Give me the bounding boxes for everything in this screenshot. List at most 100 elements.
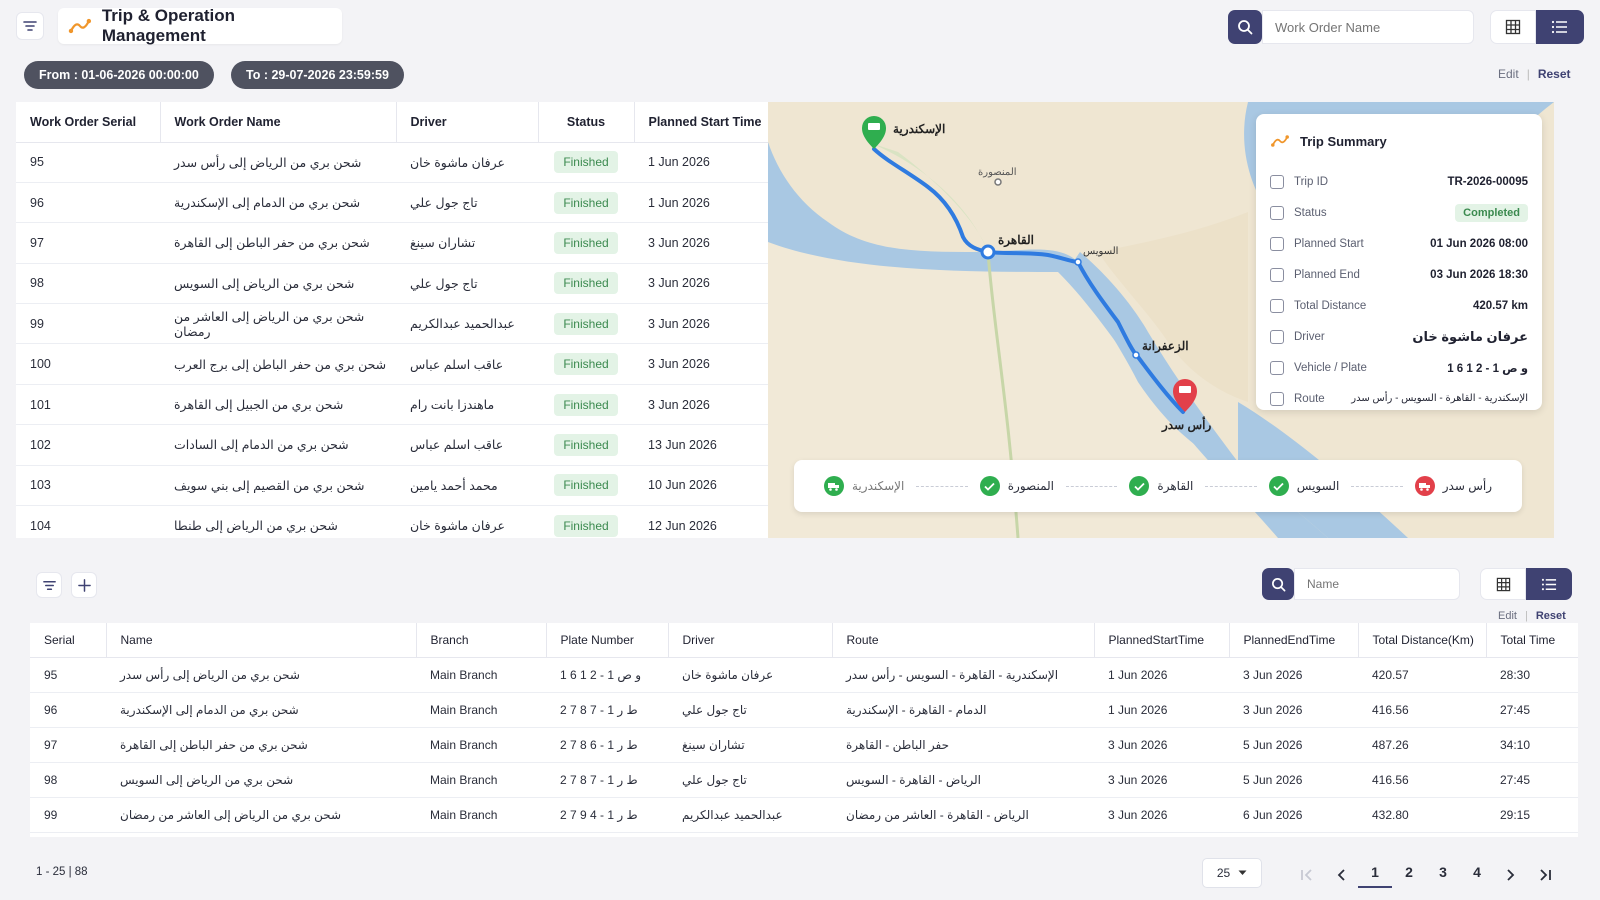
cell-driver: تشاران سينغ (396, 222, 538, 264)
col-serial[interactable]: Work Order Serial (16, 102, 161, 143)
cell-status: Finished (538, 424, 634, 466)
col-total-time[interactable]: Total Time (1486, 623, 1578, 658)
last-page-button[interactable] (1528, 868, 1562, 885)
cell-time: 28:30 (1486, 657, 1578, 693)
bottom-edit-link[interactable]: Edit (1498, 610, 1517, 622)
bottom-list-view-button[interactable] (1526, 568, 1572, 600)
col-name[interactable]: Work Order Name (160, 102, 397, 143)
col-plate-number[interactable]: Plate Number (546, 623, 669, 658)
table-row[interactable]: 96 شحن بري من الدمام إلى الإسكندرية تاج جو… (16, 182, 779, 224)
page-number-2[interactable]: 2 (1405, 864, 1413, 880)
summary-value: الإسكندرية - القاهرة - السويس - رأس سدر (1351, 393, 1528, 404)
next-page-button[interactable] (1494, 868, 1528, 885)
col-driver[interactable]: Driver (396, 102, 539, 143)
bottom-reset-link[interactable]: Reset (1535, 610, 1566, 622)
bottom-grid-view-button[interactable] (1480, 568, 1526, 600)
bottom-search-input[interactable] (1294, 568, 1460, 600)
start-pin-icon[interactable] (862, 116, 886, 149)
table-row[interactable]: 99 شحن بري من الرياض إلى العاشر من رمضان M… (30, 797, 1578, 833)
work-order-search-input[interactable] (1262, 10, 1474, 44)
grid-icon (1505, 19, 1521, 35)
col-route[interactable]: Route (832, 623, 1095, 658)
summary-value: Completed (1455, 203, 1528, 222)
cell-route: الإسكندرية - القاهرة - السويس - رأس سدر (832, 657, 1094, 693)
grid-view-button[interactable] (1490, 10, 1536, 44)
col-total-distance[interactable]: Total Distance(Km) (1358, 623, 1487, 658)
cell-driver: محمد أحمد يامين (396, 465, 538, 507)
page-number-1[interactable]: 1 (1358, 864, 1392, 888)
cell-name: شحن بري من الدمام إلى الإسكندرية (160, 182, 396, 224)
reset-link[interactable]: Reset (1537, 67, 1571, 81)
user-icon (1270, 329, 1284, 344)
table-row[interactable]: 96 شحن بري من الدمام إلى الإسكندرية Main B… (30, 692, 1578, 728)
cell-time: 27:45 (1486, 692, 1578, 728)
add-button[interactable] (71, 572, 97, 598)
summary-label: Vehicle / Plate (1294, 361, 1367, 374)
col-planned-end[interactable]: PlannedEndTime (1229, 623, 1359, 658)
edit-link[interactable]: Edit (1498, 67, 1519, 81)
col-driver[interactable]: Driver (668, 623, 833, 658)
bottom-search-button[interactable] (1262, 568, 1294, 600)
status-badge: Finished (554, 312, 618, 335)
cell-distance: 487.26 (1358, 727, 1486, 763)
summary-label: Status (1294, 206, 1327, 219)
suez-marker[interactable] (1074, 258, 1082, 266)
table-row[interactable]: 99 شحن بري من الرياض إلى العاشر من رمضان ع… (16, 303, 779, 345)
list-icon (1551, 20, 1567, 34)
work-order-search (1228, 10, 1474, 44)
route-stop[interactable]: الإسكندرية (824, 476, 904, 496)
route-stop[interactable]: القاهرة (1129, 476, 1193, 496)
bottom-filter-button[interactable] (36, 572, 62, 598)
col-planned-start[interactable]: PlannedStartTime (1094, 623, 1230, 658)
prev-page-button[interactable] (1324, 868, 1358, 885)
chevron-left-icon (1337, 868, 1345, 881)
col-status[interactable]: Status (538, 102, 635, 143)
col-planned-start[interactable]: Planned Start Time (634, 102, 779, 143)
cell-name: شحن بري من القصيم إلى بني سويف (160, 465, 396, 507)
cairo-marker[interactable] (980, 244, 996, 260)
table-row[interactable]: 95 شحن بري من الرياض إلى رأس سدر عرفان ماش… (16, 142, 779, 183)
cell-branch: Main Branch (416, 727, 546, 763)
stop-label: القاهرة (1157, 479, 1194, 493)
date-to-filter[interactable]: To : 29-07-2026 23:59:59 (231, 61, 404, 89)
filter-toggle-button[interactable] (16, 12, 44, 40)
end-pin-icon[interactable] (1173, 379, 1197, 412)
trip-summary-title: Trip Summary (1300, 133, 1387, 149)
cell-planned-start: 3 Jun 2026 (634, 384, 779, 426)
table-row[interactable]: 100 شحن بري من حفر الباطن إلى برج العرب عا… (16, 343, 779, 385)
summary-value: عرفان ماشوة خان (1412, 328, 1528, 344)
col-name[interactable]: Name (106, 623, 417, 658)
summary-label: Total Distance (1294, 299, 1367, 312)
page-number-4[interactable]: 4 (1473, 864, 1481, 880)
first-page-button[interactable] (1290, 868, 1324, 885)
col-branch[interactable]: Branch (416, 623, 547, 658)
cell-name: شحن بري من الرياض إلى طنطا (160, 505, 396, 538)
truck-icon (824, 476, 844, 496)
table-row[interactable]: 104 شحن بري من الرياض إلى طنطا عرفان ماشوة… (16, 505, 779, 538)
cell-route: حفر الباطن - القاهرة (832, 727, 1094, 763)
page-number-3[interactable]: 3 (1439, 864, 1447, 880)
cell-branch: Main Branch (416, 692, 546, 728)
col-serial[interactable]: Serial (30, 623, 107, 658)
table-row[interactable]: 103 شحن بري من القصيم إلى بني سويف محمد أح… (16, 465, 779, 507)
table-row[interactable]: 102 شحن بري من الدمام إلى السادات عاقب اسل… (16, 424, 779, 466)
table-row[interactable]: 101 شحن بري من الجبيل إلى القاهرة ماهندزا … (16, 384, 779, 426)
route-stop[interactable]: رأس سدر (1414, 476, 1492, 496)
zaafarana-marker[interactable] (1132, 351, 1140, 359)
cell-plate: 1 6 1 2 - و ص 1 (546, 657, 668, 693)
table-row[interactable]: 95 شحن بري من الرياض إلى رأس سدر Main Bran… (30, 657, 1578, 693)
route-stop[interactable]: المنصورة (979, 476, 1054, 496)
page-size-select[interactable]: 25 (1202, 858, 1262, 888)
search-button[interactable] (1228, 10, 1262, 44)
cell-end: 6 Jun 2026 (1229, 797, 1358, 833)
date-from-filter[interactable]: From : 01-06-2026 00:00:00 (24, 61, 214, 89)
route-stop[interactable]: السويس (1268, 476, 1339, 496)
table-row[interactable]: 97 شحن بري من حفر الباطن إلى القاهرة تشارا… (16, 222, 779, 264)
list-view-button[interactable] (1536, 10, 1584, 44)
table-row[interactable]: 97 شحن بري من حفر الباطن إلى القاهرة Main … (30, 727, 1578, 763)
mansoura-marker[interactable] (994, 178, 1002, 186)
table-row[interactable]: 98 شحن بري من الرياض إلى السويس تاج جول عل… (16, 263, 779, 305)
table-row[interactable]: 98 شحن بري من الرياض إلى السويس Main Branc… (30, 762, 1578, 798)
cell-name: شحن بري من الرياض إلى العاشر من رمضان (160, 303, 396, 345)
cell-serial: 95 (30, 657, 106, 693)
